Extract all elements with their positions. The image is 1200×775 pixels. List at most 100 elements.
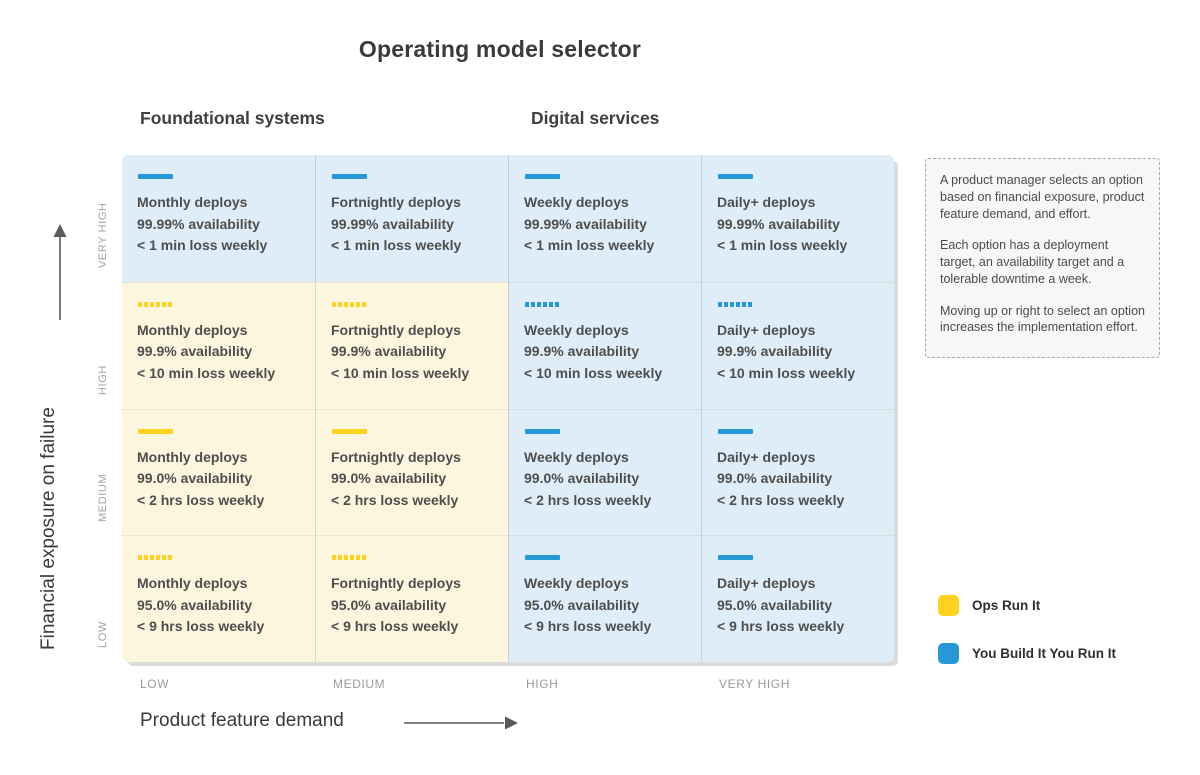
ops-run-it-bar <box>332 428 367 434</box>
cell-tolerable-loss: < 2 hrs loss weekly <box>137 491 265 508</box>
cell-availability-target: 99.9% availability <box>524 343 640 360</box>
cell-tolerable-loss: < 2 hrs loss weekly <box>524 491 652 508</box>
legend-label-you-build-it-you-run-it: You Build It You Run It <box>972 646 1116 661</box>
up-arrow-icon <box>53 224 67 320</box>
cell-availability-target: 99.99% availability <box>137 215 260 232</box>
cell-tolerable-loss: < 9 hrs loss weekly <box>137 618 265 635</box>
matrix-cell-medium-low: Monthly deploys 99.0% availability < 2 hrs… <box>122 408 315 536</box>
cell-deployment-target: Monthly deploys <box>137 575 248 592</box>
right-arrow-icon <box>404 716 518 730</box>
cell-availability-target: 95.0% availability <box>524 596 640 613</box>
matrix-cell-very-high-low: Monthly deploys 99.99% availability < 1 mi… <box>122 155 315 282</box>
cell-deployment-target: Fortnightly deploys <box>331 448 461 465</box>
cell-tolerable-loss: < 10 min loss weekly <box>717 364 856 381</box>
note-paragraph-2: Each option has a deployment target, an … <box>940 238 1125 286</box>
cell-deployment-target: Fortnightly deploys <box>331 194 461 210</box>
note-box: A product manager selects an option base… <box>925 158 1160 358</box>
cell-availability-target: 99.0% availability <box>137 470 253 486</box>
cell-tolerable-loss: < 10 min loss weekly <box>524 364 663 381</box>
x-tick-medium: MEDIUM <box>333 677 386 691</box>
cell-tolerable-loss: < 1 min loss weekly <box>524 237 655 253</box>
ops-run-it-swatch-icon <box>938 595 959 616</box>
x-tick-low: LOW <box>140 677 170 691</box>
cell-deployment-target: Daily+ deploys <box>717 321 816 338</box>
cell-availability-target: 95.0% availability <box>717 596 833 613</box>
ops-run-it-bar <box>332 555 367 561</box>
you-build-it-you-run-it-swatch-icon <box>938 643 959 664</box>
cell-tolerable-loss: < 9 hrs loss weekly <box>331 618 459 635</box>
cell-deployment-target: Daily+ deploys <box>717 194 816 210</box>
cell-availability-target: 99.99% availability <box>717 215 840 232</box>
matrix-cell-medium-medium: Fortnightly deploys 99.0% availability < 2… <box>315 408 508 536</box>
you-build-it-you-run-it-bar <box>718 428 753 434</box>
y-axis-label: Financial exposure on failure <box>38 407 59 650</box>
you-build-it-you-run-it-bar <box>138 174 173 179</box>
matrix-cell-medium-very-high: Daily+ deploys 99.0% availability < 2 hrs … <box>701 408 894 536</box>
you-build-it-you-run-it-bar <box>718 301 753 307</box>
legend-item-you-build-it-you-run-it: You Build It You Run It <box>938 643 1116 664</box>
x-tick-very-high: VERY HIGH <box>719 677 790 691</box>
cell-availability-target: 95.0% availability <box>137 596 253 613</box>
legend-item-ops-run-it: Ops Run It <box>938 595 1040 616</box>
matrix-cell-high-high: Weekly deploys 99.9% availability < 10 min… <box>508 281 701 409</box>
matrix-cell-medium-high: Weekly deploys 99.0% availability < 2 hrs … <box>508 408 701 536</box>
group-header-foundational-systems: Foundational systems <box>140 108 325 128</box>
page-title: Operating model selector <box>358 36 642 62</box>
note-paragraph-1: A product manager selects an option base… <box>940 173 1145 221</box>
cell-deployment-target: Weekly deploys <box>524 321 629 338</box>
cell-deployment-target: Monthly deploys <box>137 194 248 210</box>
cell-availability-target: 99.9% availability <box>137 343 253 360</box>
cell-availability-target: 99.9% availability <box>331 343 447 360</box>
note-paragraph-3: Moving up or right to select an option i… <box>940 303 1145 335</box>
matrix-cell-low-medium: Fortnightly deploys 95.0% availability < 9… <box>315 535 508 662</box>
cell-availability-target: 99.9% availability <box>717 343 833 360</box>
cell-deployment-target: Fortnightly deploys <box>331 321 461 338</box>
you-build-it-you-run-it-bar <box>525 301 560 307</box>
x-axis-label: Product feature demand <box>140 710 344 731</box>
cell-deployment-target: Weekly deploys <box>524 448 629 465</box>
matrix-cell-low-very-high: Daily+ deploys 95.0% availability < 9 hrs … <box>701 535 894 662</box>
cell-deployment-target: Weekly deploys <box>524 194 629 210</box>
x-axis-ticks: LOW MEDIUM HIGH VERY HIGH <box>122 677 894 691</box>
group-header-digital-services: Digital services <box>531 108 660 128</box>
you-build-it-you-run-it-bar <box>718 555 753 561</box>
cell-deployment-target: Monthly deploys <box>137 448 248 465</box>
cell-tolerable-loss: < 1 min loss weekly <box>717 237 848 253</box>
cell-deployment-target: Fortnightly deploys <box>331 575 461 592</box>
ops-run-it-bar <box>332 301 367 307</box>
cell-tolerable-loss: < 1 min loss weekly <box>331 237 462 253</box>
cell-deployment-target: Weekly deploys <box>524 575 629 592</box>
matrix-cell-very-high-medium: Fortnightly deploys 99.99% availability < … <box>315 155 508 282</box>
cell-availability-target: 95.0% availability <box>331 596 447 613</box>
you-build-it-you-run-it-bar <box>525 428 560 434</box>
ops-run-it-bar <box>138 301 173 307</box>
cell-availability-target: 99.0% availability <box>524 470 640 486</box>
cell-deployment-target: Daily+ deploys <box>717 448 816 465</box>
y-tick-high: HIGH <box>97 365 109 395</box>
matrix-cell-high-medium: Fortnightly deploys 99.9% availability < 1… <box>315 281 508 409</box>
cell-availability-target: 99.0% availability <box>331 470 447 486</box>
matrix-cell-low-high: Weekly deploys 95.0% availability < 9 hrs … <box>508 535 701 662</box>
cell-tolerable-loss: < 2 hrs loss weekly <box>331 491 459 508</box>
matrix-cell-low-low: Monthly deploys 95.0% availability < 9 hrs… <box>122 535 315 662</box>
cell-tolerable-loss: < 9 hrs loss weekly <box>717 618 845 635</box>
y-tick-very-high: VERY HIGH <box>97 202 109 268</box>
cell-tolerable-loss: < 9 hrs loss weekly <box>524 618 652 635</box>
ops-run-it-bar <box>138 428 173 434</box>
you-build-it-you-run-it-bar <box>332 174 367 179</box>
legend-label-ops-run-it: Ops Run It <box>972 598 1041 613</box>
ops-run-it-bar <box>138 555 173 561</box>
cell-tolerable-loss: < 1 min loss weekly <box>137 237 268 253</box>
you-build-it-you-run-it-bar <box>525 174 560 179</box>
cell-deployment-target: Monthly deploys <box>137 321 248 338</box>
you-build-it-you-run-it-bar <box>718 174 753 179</box>
matrix-cell-very-high-very-high: Daily+ deploys 99.99% availability < 1 min… <box>701 155 894 282</box>
cell-availability-target: 99.0% availability <box>717 470 833 486</box>
matrix-cell-high-very-high: Daily+ deploys 99.9% availability < 10 min… <box>701 281 894 409</box>
cell-deployment-target: Daily+ deploys <box>717 575 816 592</box>
matrix-grid: Monthly deploys 99.99% availability < 1 mi… <box>122 155 894 662</box>
x-tick-high: HIGH <box>526 677 559 691</box>
you-build-it-you-run-it-bar <box>525 555 560 561</box>
cell-availability-target: 99.99% availability <box>331 215 454 232</box>
